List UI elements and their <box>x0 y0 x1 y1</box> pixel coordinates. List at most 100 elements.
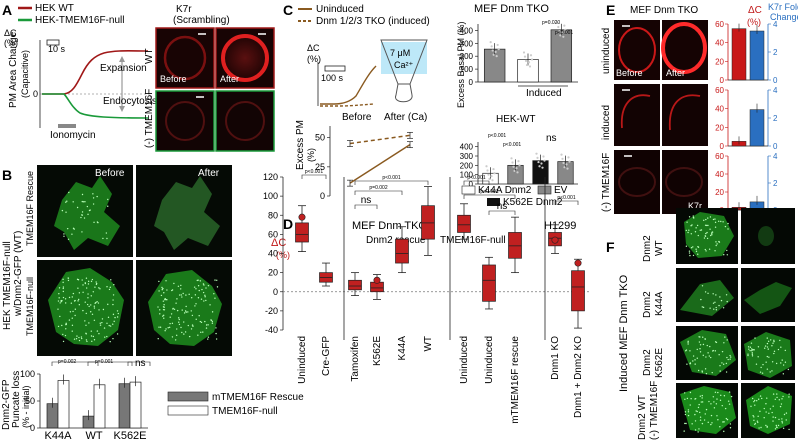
e-rtick-label: 4 <box>773 152 778 161</box>
label-before-b: Before <box>95 168 125 179</box>
label-after-a: After <box>220 74 239 84</box>
c-mef-pt <box>491 49 494 52</box>
c-mef-pt <box>561 31 564 34</box>
e-ltick-label: 20 <box>715 188 724 197</box>
panel-e-title: MEF Dnm TKO <box>630 5 698 16</box>
row-f-null: (-) TMEM16F <box>649 381 660 440</box>
b-chart-ytick-label: 0 <box>30 423 35 433</box>
e-ltick-label: 20 <box>715 57 724 66</box>
c-hek-pt <box>541 166 544 169</box>
legend-null-b-swatch <box>167 405 209 416</box>
e-rtick-label: 2 <box>773 114 778 123</box>
panel-d-title-h1299: H1299 <box>544 220 576 232</box>
d-xlabel-10: Dnm1 + Dnm2 KO <box>573 336 584 418</box>
d-pval-label: p<0.001 <box>382 175 400 181</box>
c-hek-pt <box>567 156 570 159</box>
c-mef-pt <box>558 30 561 33</box>
panel-d-label: D <box>283 216 293 232</box>
row-f-dnm2-a: Dnm2 <box>642 235 653 262</box>
panel-a-k7r: K7r <box>176 4 192 15</box>
d-sig-bracket <box>354 180 429 185</box>
row-label-null: (-) TMEM16F <box>144 89 155 148</box>
legend-ev-text: EV <box>554 185 568 196</box>
c-mef-ytick-label: 200 <box>460 52 474 61</box>
d-box-0 <box>295 222 309 243</box>
legend-wt-text: HEK WT <box>35 3 74 14</box>
d-xlabel-2: Tamoxifen <box>350 336 361 382</box>
c-mef-pt <box>556 21 559 24</box>
panel-a-dcm-label: ΔC <box>4 28 17 38</box>
row-f-dnm2-c: Dnm2 <box>642 349 653 376</box>
micro-e-induced-before <box>614 84 660 146</box>
e-ltick-label: 60 <box>715 86 724 95</box>
c-hek-pt <box>487 173 490 176</box>
c-mef-pt <box>564 28 567 31</box>
legend-induced-text: Dnm 1/2/3 TKO (induced) <box>316 16 430 27</box>
c-hek-pt <box>563 166 566 169</box>
panel-a-zero: 0 <box>33 89 38 99</box>
panel-e-label: E <box>606 2 615 18</box>
label-endocytosis: Endocytosis <box>103 96 157 107</box>
c-mef-ytick-label: 400 <box>460 26 474 35</box>
pipette-ca-ion: Ca²⁺ <box>394 60 414 70</box>
c-excess-ytick-label: 0 <box>320 191 325 201</box>
c-hek-pt <box>492 167 495 171</box>
d-sig-bracket <box>301 174 327 179</box>
row-f-k44a: K44A <box>654 291 665 316</box>
c-hek-pt <box>568 160 571 163</box>
pval-c-2: p<0.001 <box>555 30 573 36</box>
c-mef-pt <box>557 25 560 29</box>
c-mef-ytick-label: 0 <box>469 78 474 87</box>
trace-uninduced <box>320 65 377 105</box>
legend-k44a-swatch <box>461 185 476 195</box>
e-bar-dcm-0 <box>731 28 747 81</box>
row-e-null: (-) TMEM16F <box>601 153 612 212</box>
d-box-8 <box>508 232 522 259</box>
label-k7r-e: K7r <box>688 201 702 211</box>
panel-e-dcm-unit: (%) <box>747 17 761 27</box>
d-sig-bracket <box>554 200 579 205</box>
c-mef-pt <box>490 45 493 48</box>
panel-d-title-mef: MEF Dnm TKO <box>352 220 427 232</box>
c-hek-pt <box>536 156 539 159</box>
legend-mrescue-swatch <box>167 391 209 402</box>
e-ltick-label: 40 <box>715 170 724 179</box>
panel-c-hek-title: HEK-WT <box>496 114 535 125</box>
b-sig-bracket <box>87 361 133 366</box>
d-pval-label: ns <box>497 201 508 212</box>
d-sig-bracket <box>488 210 516 215</box>
c-hek-pt <box>540 162 543 165</box>
panel-c-dcm: ΔC <box>307 43 320 53</box>
c-hek-pt <box>491 179 494 182</box>
expansion-arrowhead <box>119 56 125 62</box>
micro-e-uninduced-before <box>614 20 660 80</box>
label-before-e: Before <box>616 68 643 78</box>
row-e-uninduced: uninduced <box>601 28 612 74</box>
ionomycin-bar <box>58 124 76 128</box>
c-excess-ytick-label: 25 <box>315 162 325 172</box>
micro-e-null-after <box>662 150 708 214</box>
b-bar-K44A-1 <box>57 380 70 429</box>
d-sig-bracket <box>354 190 403 195</box>
label-expansion: Expansion <box>100 63 147 74</box>
d-xlabel-1: Cre-GFP <box>321 336 332 376</box>
row-label-wt: WT <box>144 48 155 64</box>
c-mef-pt <box>530 58 534 61</box>
e-ltick-label: 0 <box>720 142 725 151</box>
legend-uninduced-text: Uninduced <box>316 4 364 15</box>
d-outlier <box>574 259 582 267</box>
pipette-solution <box>381 42 427 74</box>
d-ytick-label: 40 <box>268 249 278 259</box>
d-ytick-label: 20 <box>268 268 278 278</box>
c-hek-ytick-label: 0 <box>469 180 474 189</box>
legend-k562e-swatch <box>487 198 500 206</box>
panel-a-scalebar <box>46 39 60 46</box>
b-bar-K562E-0 <box>118 383 131 429</box>
c-excess-ytick-label: 50 <box>315 133 325 143</box>
e-rtick-label: 2 <box>773 179 778 188</box>
b-bar-K562E-1 <box>129 381 142 429</box>
d-outlier <box>298 213 306 221</box>
panel-c-excess-ylabel: Excess PM <box>295 120 306 170</box>
c-hek-pt <box>485 165 488 168</box>
e-rtick-label: 0 <box>773 76 778 85</box>
